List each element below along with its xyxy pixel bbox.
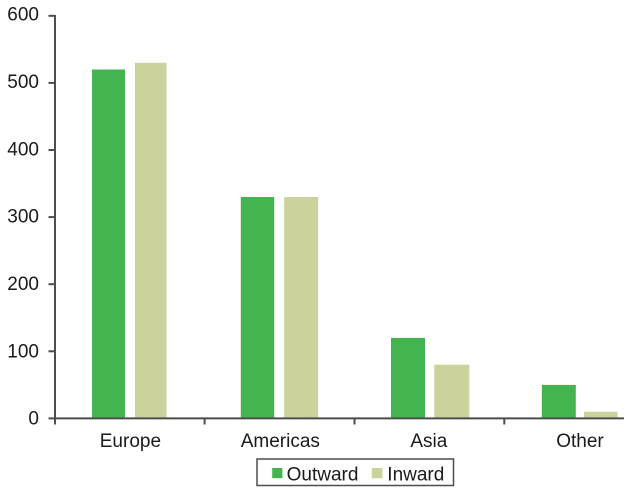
svg-text:Outward: Outward	[287, 464, 359, 485]
svg-text:Inward: Inward	[387, 464, 444, 485]
svg-text:Asia: Asia	[410, 431, 447, 452]
svg-text:100: 100	[7, 341, 39, 362]
svg-text:Other: Other	[556, 431, 604, 452]
svg-text:500: 500	[7, 72, 39, 93]
svg-text:0: 0	[28, 409, 39, 430]
svg-text:Europe: Europe	[100, 431, 161, 452]
svg-text:600: 600	[7, 5, 39, 26]
svg-text:300: 300	[7, 207, 39, 228]
svg-text:Americas: Americas	[241, 431, 320, 452]
svg-text:400: 400	[7, 139, 39, 160]
svg-text:200: 200	[7, 274, 39, 295]
